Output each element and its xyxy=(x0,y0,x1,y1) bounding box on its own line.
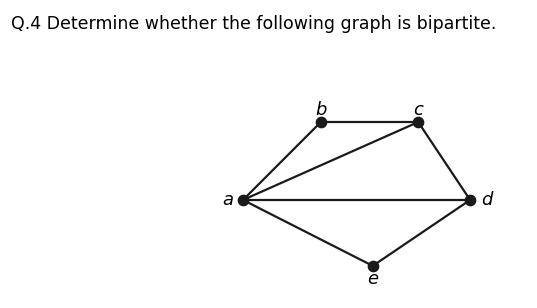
Text: c: c xyxy=(413,101,423,119)
Text: Q.4 Determine whether the following graph is bipartite.: Q.4 Determine whether the following grap… xyxy=(11,15,496,33)
Point xyxy=(414,120,423,124)
Point xyxy=(317,120,325,124)
Text: d: d xyxy=(481,191,492,209)
Point xyxy=(368,263,377,268)
Text: e: e xyxy=(367,270,379,288)
Point xyxy=(466,197,474,202)
Text: b: b xyxy=(315,101,326,119)
Text: a: a xyxy=(222,191,233,209)
Point xyxy=(238,197,247,202)
